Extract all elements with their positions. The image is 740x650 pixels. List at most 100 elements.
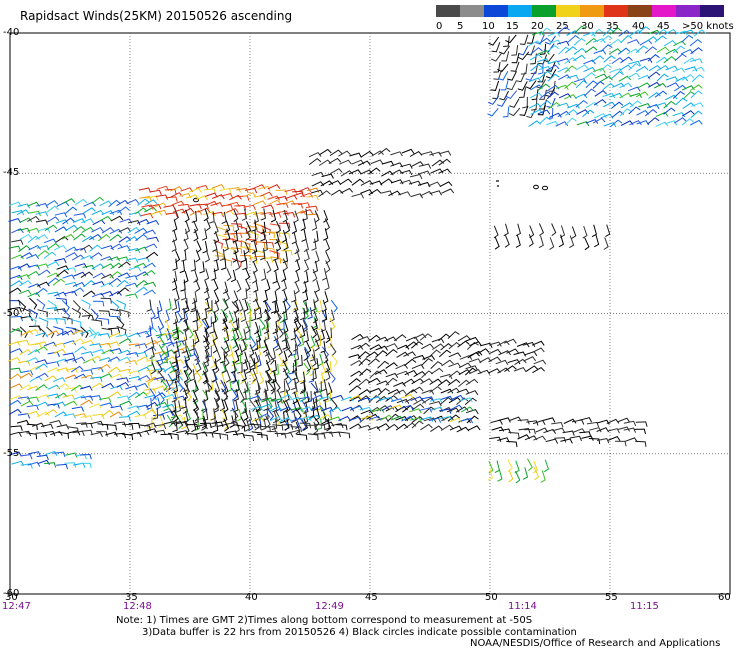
- wind-barb: [17, 274, 30, 280]
- wind-barb: [158, 415, 164, 429]
- wind-barb: [325, 239, 331, 252]
- wind-barb: [88, 355, 102, 362]
- wind-barb: [212, 194, 225, 200]
- wind-barb: [495, 359, 509, 365]
- wind-barb: [528, 120, 541, 127]
- wind-barb: [279, 318, 285, 331]
- wind-barb: [11, 254, 24, 260]
- wind-barb: [675, 30, 688, 36]
- wind-barb: [318, 190, 331, 198]
- wind-barb: [480, 342, 493, 348]
- wind-barb: [171, 329, 184, 337]
- wind-barb: [72, 356, 86, 362]
- wind-barb: [358, 389, 371, 396]
- wind-barb: [143, 262, 156, 269]
- wind-barb: [146, 219, 160, 225]
- wind-barb: [308, 157, 322, 165]
- legend-color-bar: [436, 5, 724, 17]
- wind-barb: [393, 381, 406, 387]
- wind-barb: [91, 292, 105, 298]
- wind-barb: [128, 422, 141, 429]
- wind-barb: [20, 315, 33, 322]
- wind-barb: [109, 348, 123, 354]
- wind-barb: [282, 289, 288, 303]
- wind-barb: [241, 368, 247, 382]
- wind-barb: [390, 415, 404, 421]
- wind-barb: [612, 82, 625, 88]
- wind-barb: [256, 330, 262, 343]
- wind-barb: [543, 428, 557, 434]
- wind-barb: [56, 297, 68, 305]
- wind-barb: [310, 299, 316, 312]
- wind-barb: [573, 47, 587, 55]
- wind-barb: [248, 418, 254, 432]
- wind-barb: [194, 431, 208, 437]
- wind-barb: [20, 307, 31, 317]
- wind-barb: [504, 338, 517, 344]
- wind-barb: [105, 424, 117, 431]
- wind-barb: [288, 396, 302, 403]
- wind-barb: [267, 184, 281, 190]
- wind-barb: [171, 369, 178, 382]
- wind-barb: [307, 414, 321, 421]
- wind-barb: [244, 187, 258, 194]
- wind-barb: [538, 65, 552, 72]
- wind-barb: [80, 395, 94, 401]
- wind-barb: [230, 361, 236, 374]
- wind-barb: [575, 64, 589, 71]
- wind-barb: [92, 219, 106, 226]
- wind-barb: [591, 55, 605, 63]
- wind-barb: [20, 329, 34, 337]
- wind-barb: [153, 385, 166, 391]
- wind-barb: [53, 401, 66, 407]
- wind-barb: [156, 360, 163, 374]
- wind-barb: [596, 427, 610, 433]
- wind-barb: [207, 300, 213, 312]
- wind-barb: [117, 245, 131, 251]
- legend-tick-label: 45: [657, 21, 670, 32]
- latitude-label: -60: [3, 588, 20, 599]
- wind-barb: [328, 157, 342, 164]
- wind-barb: [241, 401, 247, 414]
- wind-barb: [263, 247, 275, 255]
- wind-barb: [47, 242, 60, 250]
- wind-barb: [154, 307, 160, 320]
- wind-barb: [189, 187, 202, 193]
- wind-barb: [158, 391, 165, 404]
- wind-barb: [26, 253, 40, 259]
- wind-barb: [27, 215, 40, 222]
- wind-barb: [545, 120, 559, 126]
- wind-barb: [413, 333, 427, 339]
- wind-barb: [117, 206, 130, 214]
- wind-barb: [575, 80, 588, 89]
- wind-barb: [410, 386, 424, 393]
- wind-barb: [158, 344, 165, 358]
- wind-barb: [137, 375, 151, 381]
- wind-barb: [410, 396, 424, 402]
- wind-barb: [70, 365, 84, 373]
- wind-barb: [358, 424, 372, 431]
- wind-barb: [128, 266, 142, 272]
- wind-barb: [325, 368, 331, 381]
- wind-barb: [232, 432, 246, 439]
- wind-barb: [109, 209, 123, 215]
- wind-barb: [292, 192, 305, 198]
- wind-barb: [279, 310, 286, 323]
- wind-barb: [629, 100, 642, 108]
- wind-barb: [525, 71, 536, 81]
- wind-barb: [602, 93, 616, 99]
- wind-barb: [242, 434, 254, 442]
- wind-barb: [196, 240, 202, 253]
- wind-barb: [237, 195, 250, 201]
- wind-barb: [275, 195, 288, 202]
- wind-barb: [194, 348, 200, 362]
- wind-barb: [244, 328, 251, 341]
- wind-barb: [528, 77, 542, 83]
- wind-barb: [89, 343, 102, 349]
- wind-barb: [186, 424, 199, 430]
- wind-barb: [8, 218, 22, 224]
- wind-barb: [490, 419, 503, 425]
- island-outline: [541, 185, 549, 191]
- wind-barb: [28, 244, 42, 251]
- wind-barb: [279, 416, 292, 423]
